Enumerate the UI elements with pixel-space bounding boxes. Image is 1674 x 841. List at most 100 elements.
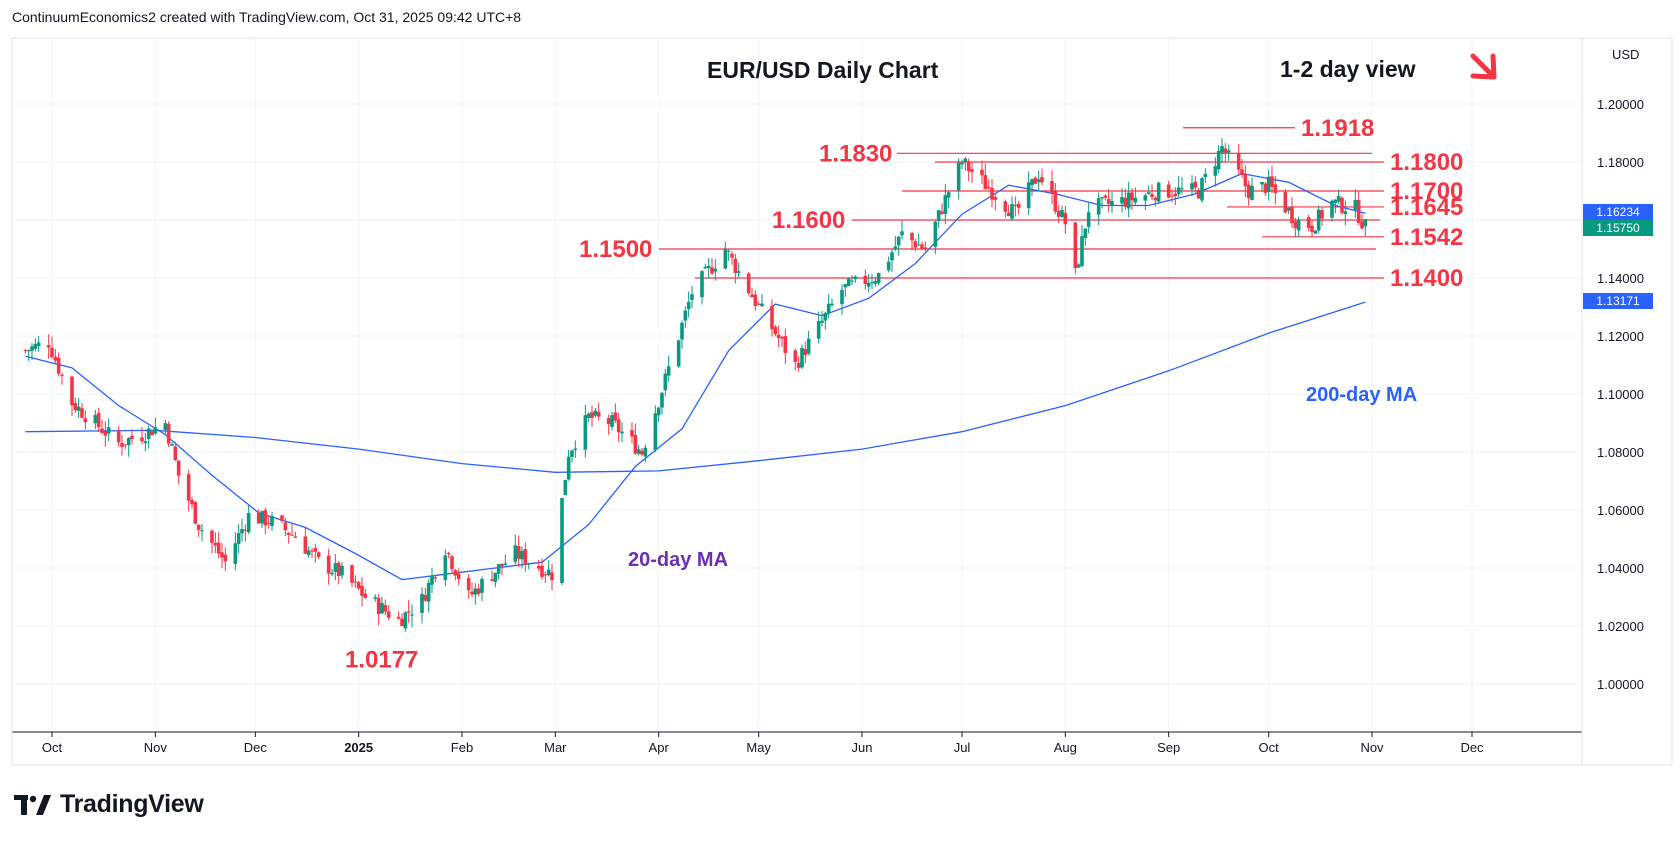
candle	[363, 588, 368, 599]
candle-body	[293, 536, 298, 538]
candle-body	[443, 555, 448, 580]
candle-body	[286, 532, 291, 535]
candle	[803, 341, 808, 364]
candle-body	[1193, 181, 1198, 188]
candle-body	[1296, 219, 1301, 231]
candle-body	[500, 563, 504, 567]
candle-body	[1310, 225, 1314, 232]
candle	[383, 599, 388, 616]
candle-body	[1170, 195, 1174, 197]
candle-body	[1190, 183, 1194, 190]
chart-attribution: ContinuumEconomics2 created with Trading…	[12, 9, 522, 25]
price-badge-label: 1.13171	[1596, 294, 1640, 308]
candle	[690, 285, 694, 309]
candle	[946, 191, 951, 209]
candle-body	[266, 523, 271, 525]
candle	[756, 301, 761, 306]
candle-body	[166, 423, 171, 444]
candle	[1313, 230, 1318, 235]
candle-body	[793, 350, 798, 362]
time-tick-label: Dec	[244, 740, 268, 755]
candle	[933, 220, 938, 255]
arrow-down-right-icon	[1470, 53, 1497, 80]
candle-body	[23, 350, 28, 352]
candle	[1286, 206, 1291, 214]
candle-body	[1143, 195, 1148, 201]
candle-body	[263, 510, 268, 526]
candle-body	[176, 460, 181, 476]
candle-body	[216, 542, 221, 554]
candle-body	[1133, 197, 1138, 203]
candle-body	[76, 406, 81, 411]
candle	[913, 238, 918, 252]
candle-body	[106, 427, 111, 434]
candle	[220, 543, 224, 569]
candle	[630, 422, 634, 444]
candle	[80, 403, 84, 419]
candle	[876, 272, 881, 286]
candle	[886, 256, 891, 273]
candle-body	[780, 337, 784, 339]
candle	[403, 611, 408, 632]
candle	[1133, 187, 1138, 206]
candle-body	[850, 280, 854, 282]
candle-body	[30, 346, 34, 351]
candle-body	[103, 431, 108, 436]
candle	[773, 324, 778, 337]
candle-body	[170, 444, 174, 446]
candle	[1216, 145, 1221, 174]
candle-body	[1123, 197, 1128, 207]
candle-body	[480, 578, 484, 593]
candle-body	[246, 513, 251, 533]
candle-body	[516, 546, 521, 559]
candle	[1356, 190, 1361, 226]
tradingview-logo[interactable]: TradingView	[14, 790, 204, 819]
candle-body	[340, 565, 344, 576]
candle-body	[1333, 199, 1338, 204]
candle	[1243, 165, 1248, 197]
candle-body	[163, 423, 168, 430]
candle-body	[83, 418, 88, 423]
level-label: 1.1830	[819, 140, 892, 167]
candle-body	[653, 413, 658, 451]
candle-body	[450, 556, 454, 570]
price-badge	[1583, 293, 1653, 309]
candle	[820, 311, 824, 327]
candle-body	[233, 543, 238, 564]
candle	[50, 336, 54, 360]
candle-body	[490, 579, 494, 581]
candle	[60, 372, 64, 385]
candle	[726, 249, 731, 261]
candle	[186, 470, 191, 512]
candle	[316, 551, 321, 560]
candle-body	[610, 415, 614, 428]
candle-body	[893, 246, 898, 250]
candle	[780, 335, 784, 348]
ma20-line	[25, 172, 1366, 581]
candle	[190, 496, 194, 509]
candle-body	[1056, 211, 1061, 217]
candle-body	[93, 415, 98, 424]
candle	[150, 430, 154, 436]
time-tick-label: May	[746, 740, 771, 755]
candle-body	[100, 428, 104, 433]
candle	[796, 356, 801, 372]
price-tick-label: 1.10000	[1597, 387, 1644, 402]
candle-body	[356, 582, 361, 589]
candle-body	[830, 303, 834, 306]
candle-body	[1306, 217, 1311, 228]
candle-body	[56, 357, 61, 374]
candle	[863, 269, 868, 290]
currency-label: USD	[1612, 47, 1639, 62]
time-tick-label: Apr	[649, 740, 670, 755]
candle-body	[606, 418, 611, 425]
candle-body	[713, 268, 718, 272]
candle-body	[380, 603, 384, 614]
candle-body	[243, 529, 248, 531]
candle	[1123, 188, 1128, 210]
price-badges: 1.16234 1.15750 1.13171	[1583, 204, 1653, 309]
candle-body	[886, 261, 891, 271]
candle	[936, 209, 941, 229]
candle	[246, 505, 251, 535]
